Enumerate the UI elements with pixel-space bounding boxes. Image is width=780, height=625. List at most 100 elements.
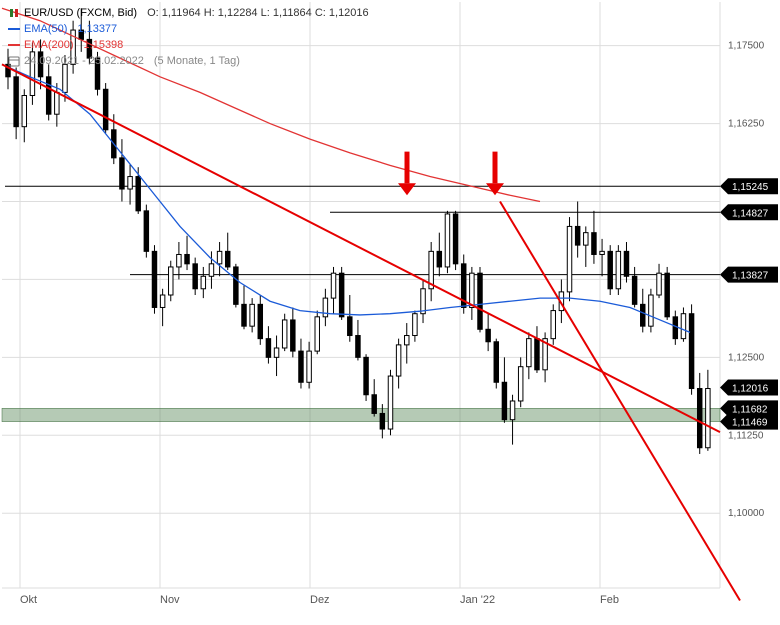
candle-body <box>258 304 262 338</box>
candle-body <box>527 339 531 367</box>
candle-body <box>356 336 360 358</box>
candle-body <box>152 251 156 307</box>
y-axis-label: 1,12500 <box>728 352 765 363</box>
candle-body <box>282 320 286 348</box>
candle-body <box>55 92 59 114</box>
candle-body <box>551 311 555 339</box>
x-axis-label: Dez <box>310 594 330 606</box>
candle-body <box>518 367 522 401</box>
price-tag-label: 1,13827 <box>732 271 769 282</box>
legend-daterange-row: 24.09.2021 - 25.02.2022 (5 Monate, 1 Tag… <box>8 53 369 69</box>
candle-body <box>201 276 205 288</box>
candle-body <box>413 314 417 336</box>
candle-body <box>453 214 457 264</box>
price-tag: 1,15245 <box>720 178 778 194</box>
candle-body <box>291 320 295 351</box>
candle-body <box>689 314 693 389</box>
candle-body <box>242 304 246 326</box>
candle-body <box>315 317 319 351</box>
x-axis-label: Jan '22 <box>460 594 495 606</box>
line-icon <box>8 39 20 51</box>
candle-body <box>103 89 107 130</box>
candle-body <box>437 251 441 267</box>
candle-body <box>592 233 596 255</box>
candle-body <box>632 276 636 304</box>
price-tag-label: 1,15245 <box>732 182 769 193</box>
candle-body <box>234 267 238 304</box>
candle-body <box>486 329 490 341</box>
ohlc-label: O: 1,11964 H: 1,12284 L: 1,11864 C: 1,12… <box>147 5 369 21</box>
date-range: 24.09.2021 - 25.02.2022 <box>24 53 144 69</box>
candle-body <box>502 382 506 419</box>
legend-ema200-row: EMA(200) 1,15398 <box>8 37 369 53</box>
candle-body <box>665 273 669 317</box>
candle-body <box>388 376 392 429</box>
candle-body <box>128 177 132 189</box>
candle-body <box>136 177 140 211</box>
legend-ema50-row: EMA(50) 1,13377 <box>8 21 369 37</box>
candle-body <box>421 289 425 314</box>
candle-body <box>120 158 124 189</box>
candle-body <box>299 351 303 382</box>
symbol-label: EUR/USD (FXCM, Bid) <box>24 5 137 21</box>
candle-body <box>250 304 254 326</box>
price-tag: 1,14827 <box>720 204 778 220</box>
ema50-value: 1,13377 <box>77 21 117 37</box>
candle-body <box>144 211 148 252</box>
candle-body <box>331 273 335 298</box>
candle-body <box>274 348 278 357</box>
candle-body <box>217 251 221 263</box>
line-icon <box>8 23 20 35</box>
legend-symbol-row: EUR/USD (FXCM, Bid) O: 1,11964 H: 1,1228… <box>8 5 369 21</box>
candle-body <box>445 214 449 267</box>
timeframe-label: (5 Monate, 1 Tag) <box>154 53 240 69</box>
candle-body <box>600 251 604 254</box>
candle-body <box>396 345 400 376</box>
candle-body <box>681 314 685 339</box>
x-axis-label: Okt <box>20 594 37 606</box>
y-axis-label: 1,16250 <box>728 119 765 130</box>
candle-body <box>185 254 189 263</box>
candle-body <box>14 77 18 127</box>
x-axis-label: Feb <box>600 594 619 606</box>
candle-body <box>608 251 612 288</box>
candle-body <box>641 304 645 326</box>
price-tag: 1,11469 <box>720 414 778 430</box>
candle-body <box>160 295 164 307</box>
candle-body <box>405 336 409 345</box>
candle-body <box>616 251 620 288</box>
candle-body <box>307 351 311 382</box>
candle-body <box>364 357 368 394</box>
price-tag-label: 1,14827 <box>732 208 769 219</box>
candle-body <box>372 395 376 414</box>
candle-body <box>169 267 173 295</box>
price-tag: 1,13827 <box>720 267 778 283</box>
candle-body <box>46 77 50 114</box>
candle-body <box>535 339 539 370</box>
candle-body <box>380 413 384 429</box>
chart-svg: 1,175001,162501,125001,112501,10000OktNo… <box>0 0 780 625</box>
candle-body <box>567 226 571 291</box>
y-axis-label: 1,17500 <box>728 41 765 52</box>
candle-body <box>624 251 628 276</box>
candle-body <box>697 389 701 448</box>
candle-body <box>478 273 482 329</box>
candlestick-icon <box>8 7 20 19</box>
chart-container: 1,175001,162501,125001,112501,10000OktNo… <box>0 0 780 625</box>
candle-body <box>470 273 474 307</box>
price-tag-label: 1,11469 <box>732 418 768 429</box>
candle-body <box>673 317 677 339</box>
x-axis-label: Nov <box>160 594 180 606</box>
ema200-value: 1,15398 <box>84 37 124 53</box>
candle-body <box>584 233 588 245</box>
support-zone <box>2 408 720 421</box>
candle-body <box>266 339 270 358</box>
candle-body <box>225 251 229 267</box>
candle-body <box>649 295 653 326</box>
ema200-label: EMA(200) <box>24 37 74 53</box>
candle-body <box>22 96 26 127</box>
ema50-label: EMA(50) <box>24 21 67 37</box>
candle-body <box>339 273 343 317</box>
y-axis-label: 1,10000 <box>728 508 765 519</box>
candle-body <box>575 226 579 245</box>
